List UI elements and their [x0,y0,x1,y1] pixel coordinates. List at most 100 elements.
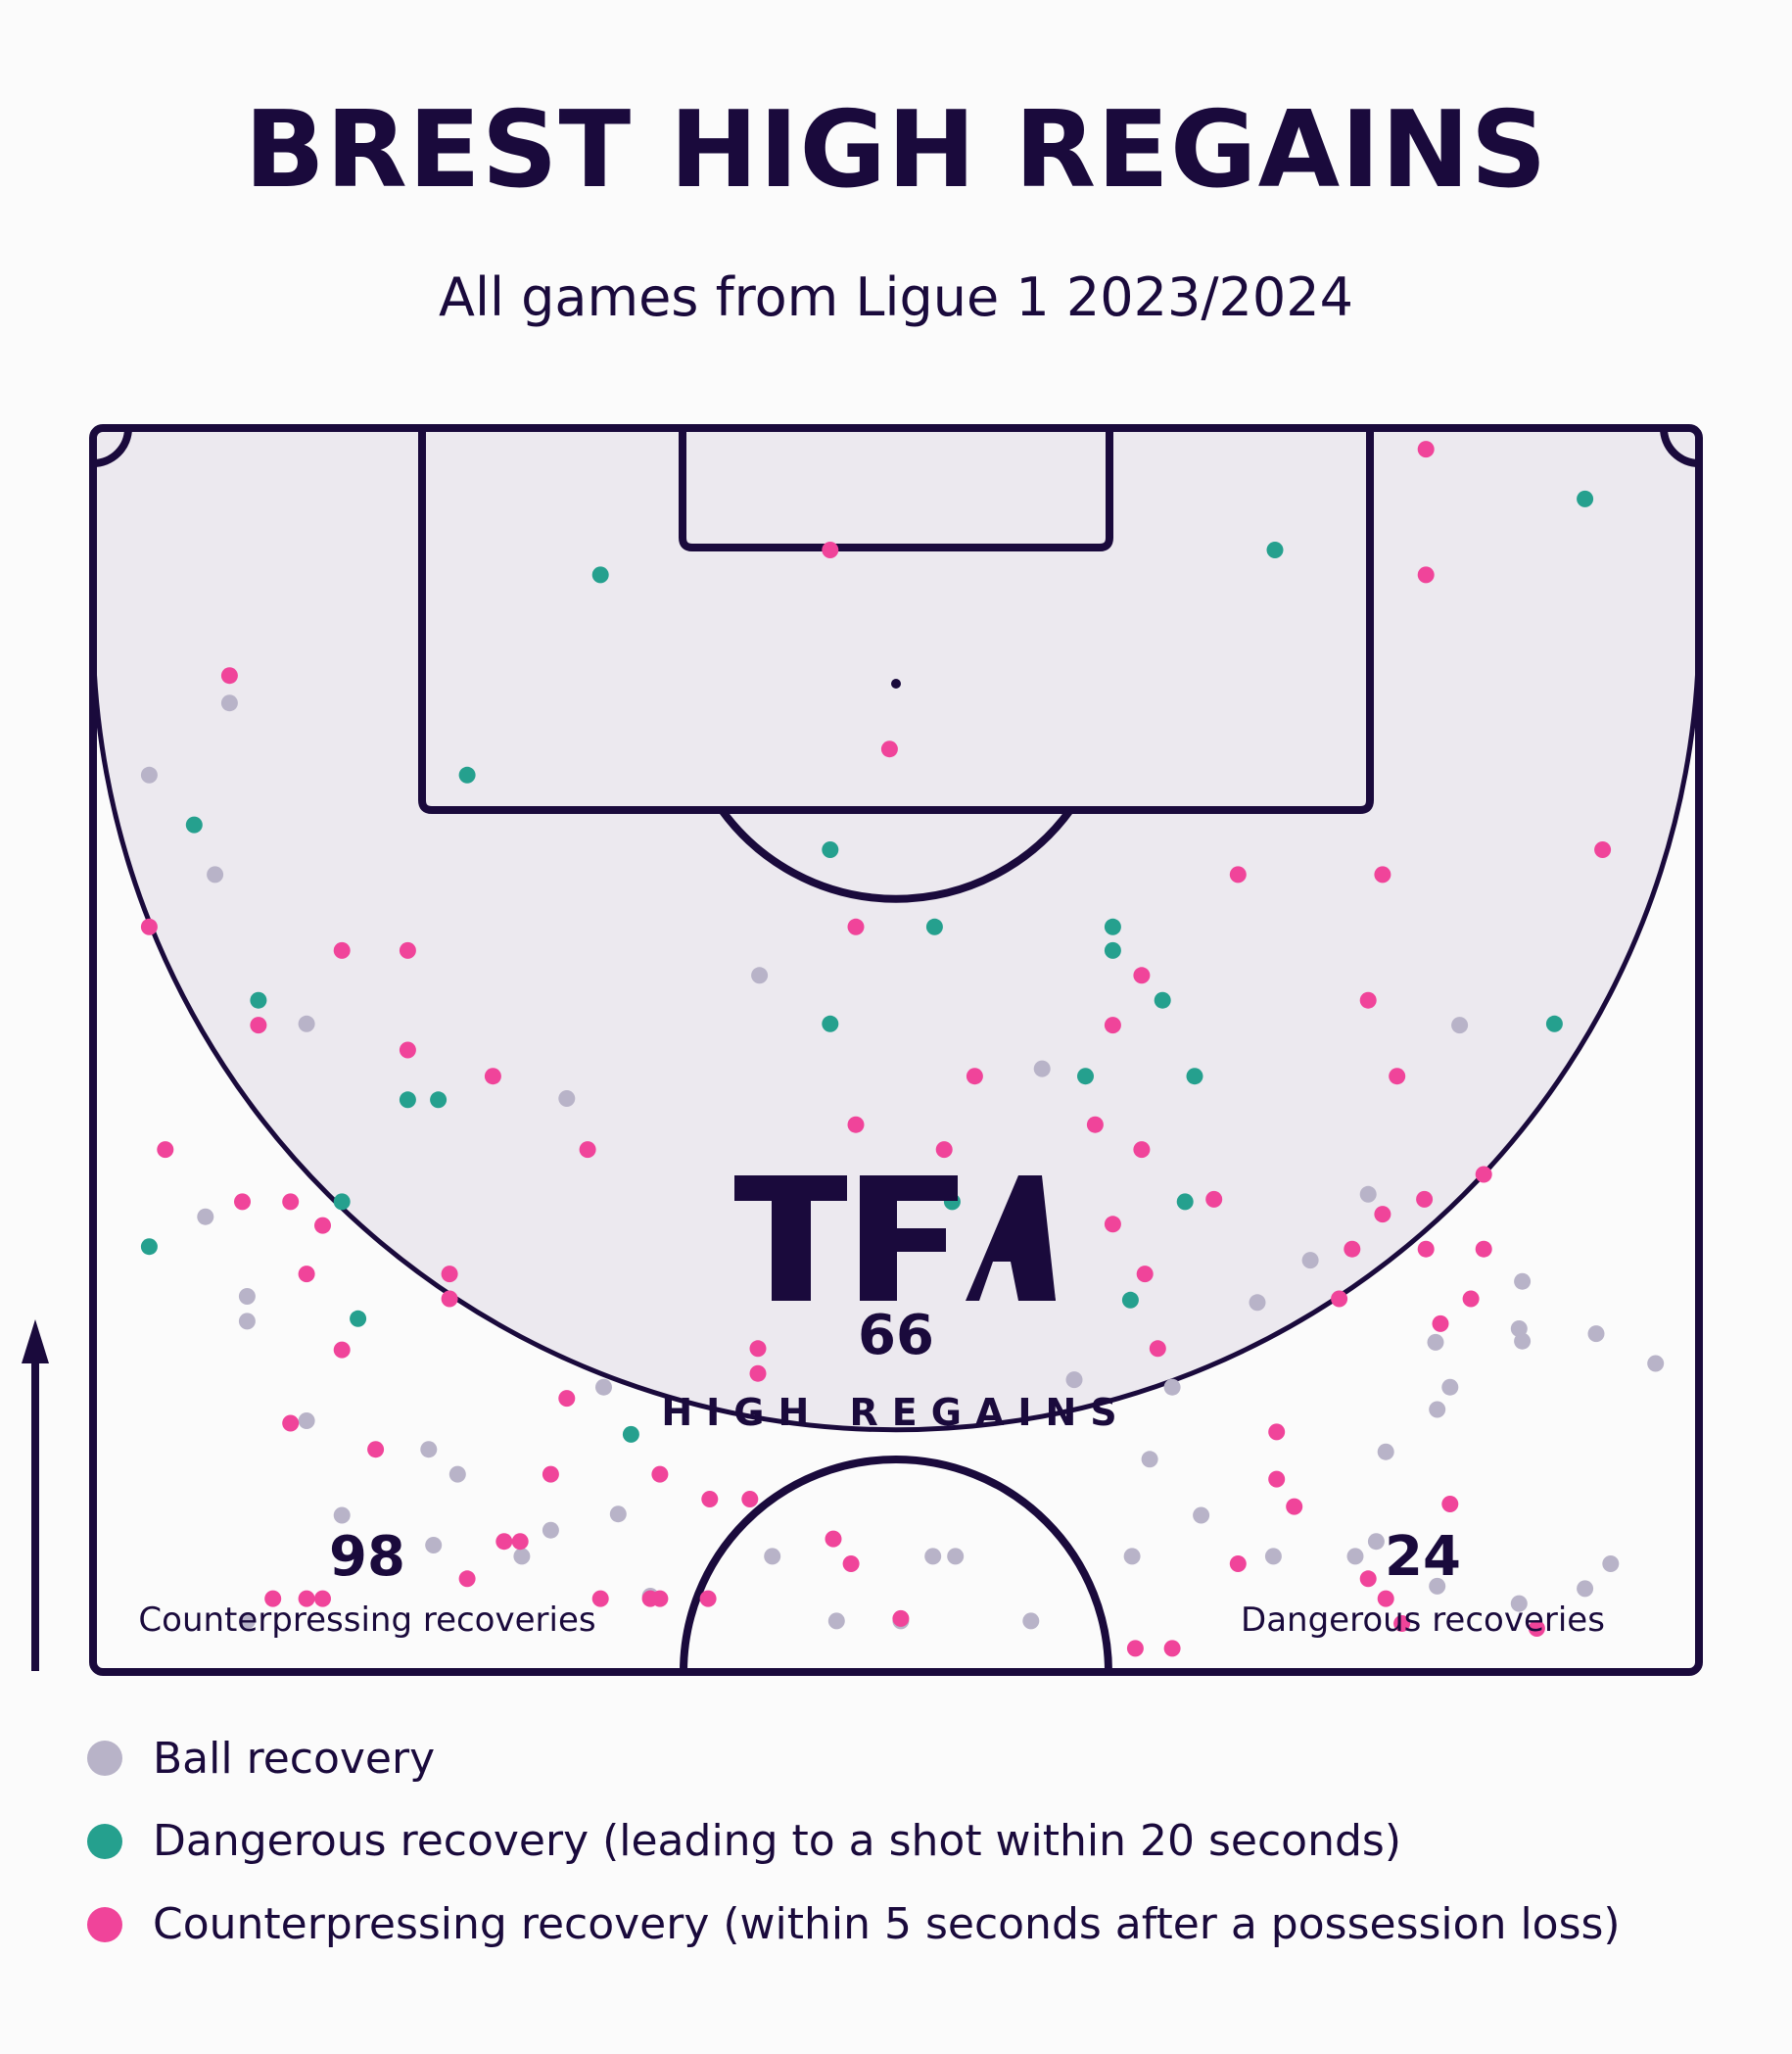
legend-counterpressing-marker [87,1907,122,1942]
ball-recovery-point [1429,1401,1446,1418]
ball-recovery-point [1510,1595,1528,1612]
counterpressing-recovery-point [333,1341,351,1359]
counterpressing-recovery-point [1126,1640,1144,1657]
dangerous-recovery-point [140,1238,158,1256]
ball-recovery-point [298,1015,315,1032]
counterpressing-recovery-point [1104,1216,1121,1233]
counterpressing-recovery-point [298,1266,315,1283]
ball-recovery-point [1514,1332,1532,1350]
six-yard-box [679,428,1113,551]
counterpressing-recovery-point [542,1465,559,1483]
counterpressing-recovery-point [1417,1240,1435,1258]
ball-recovery-point [448,1465,466,1483]
pitch-outline [89,424,1703,1676]
counterpressing-recovery-point [825,1530,842,1548]
ball-recovery-point [298,1412,315,1429]
ball-recovery-point [827,1612,845,1630]
ball-recovery-point [197,1208,214,1225]
counterpressing-recovery-point [511,1533,529,1551]
legend-ball-recovery-marker [87,1741,122,1776]
counterpressing-recovery-point [966,1068,983,1085]
counterpressing-recovery-point [1416,1190,1434,1208]
counterpressing-recovery-point [1163,1640,1181,1657]
counterpressing-recovery-point [880,740,898,758]
counterpressing-recovery-point [234,1193,251,1211]
dangerous-label: Dangerous recoveries [1241,1600,1605,1640]
ball-recovery-point [1193,1506,1210,1524]
counterpressing-recovery-point [441,1266,458,1283]
dangerous-recovery-point [1104,918,1121,935]
ball-recovery-point [1647,1355,1665,1372]
dangerous-recovery-point [591,566,609,584]
ball-recovery-point [1602,1555,1620,1572]
dangerous-recovery-point [1104,941,1121,959]
counterpressing-recovery-point [441,1290,458,1308]
counterpressing-recovery-point [495,1533,513,1551]
counterpressing-recovery-point [651,1465,669,1483]
ball-recovery-point [609,1505,627,1523]
counterpressing-recovery-point [314,1217,331,1234]
legend-dangerous: Dangerous recovery (leading to a shot wi… [153,1816,1401,1866]
ball-recovery-point [558,1090,576,1107]
counterpressing-recovery-point [250,1017,267,1034]
dangerous-recovery-point [1545,1015,1563,1032]
dangerous-recovery-point [1154,991,1171,1009]
ball-recovery-point [751,967,769,984]
dangerous-recovery-point [430,1091,448,1109]
counterpressing-recovery-point [1149,1340,1166,1358]
ball-recovery-point [1301,1252,1319,1269]
high-regain-zone [93,428,1699,1430]
attack-direction-arrow [22,1319,49,1671]
ball-recovery-point [425,1537,443,1553]
ball-recovery-point [1163,1378,1181,1396]
ball-recovery-point [595,1378,612,1396]
ball-recovery-point [333,1506,351,1524]
legend-counterpressing: Counterpressing recovery (within 5 secon… [153,1899,1621,1949]
ball-recovery-point [1587,1325,1605,1343]
ball-recovery-point [1441,1378,1459,1396]
ball-recovery-point [764,1548,781,1565]
counterpressing-recovery-point [264,1590,282,1607]
dangerous-count: 24 [1385,1525,1461,1589]
dangerous-recovery-point [458,766,476,784]
ball-recovery-point [1451,1017,1469,1034]
counterpressing-recovery-point [1417,566,1435,584]
ball-recovery-point [238,1313,256,1330]
ball-recovery-point [1514,1272,1532,1290]
tfa-logo [734,1175,1056,1301]
counterpressing-recovery-point [1441,1496,1459,1512]
ball-recovery-point [1377,1443,1394,1460]
counterpressing-recovery-point [1133,967,1151,984]
counterpressing-recovery-point [220,667,238,685]
counterpressing-recovery-point [333,941,351,959]
centre-circle [680,1456,1112,1673]
counterpressing-recovery-point [399,941,416,959]
high-regain-zone-arc [93,626,1699,1433]
ball-recovery-point [1033,1060,1051,1077]
ball-recovery-point [1510,1320,1528,1337]
ball-recovery-point [1249,1294,1266,1312]
chart-subtitle: All games from Ligue 1 2023/2024 [439,266,1353,328]
ball-recovery-point [1427,1333,1444,1351]
counterpressing-recovery-point [558,1390,576,1408]
dangerous-recovery-point [925,918,943,935]
dangerous-recovery-point [822,1015,839,1032]
dangerous-recovery-point [822,841,839,858]
counterpressing-recovery-point [741,1491,759,1507]
counterpressing-recovery-point [1359,1570,1377,1588]
ball-recovery-point [238,1612,256,1630]
counterpressing-recovery-point [1136,1266,1154,1283]
counterpressing-recovery-point [157,1141,174,1159]
dangerous-recovery-point [1577,490,1594,507]
ball-recovery-point [420,1441,438,1458]
counterpressing-recovery-point [749,1340,767,1358]
ball-recovery-point [947,1548,965,1565]
counterpressing-recovery-point [1475,1166,1492,1183]
counterpressing-label: Counterpressing recoveries [138,1600,595,1640]
counterpressing-count: 98 [329,1525,405,1589]
legend-ball-recovery: Ball recovery [153,1734,435,1784]
ball-recovery-point [1141,1451,1158,1468]
counterpressing-recovery-point [1286,1498,1303,1515]
ball-recovery-point [1022,1612,1040,1630]
counterpressing-recovery-point [1475,1240,1492,1258]
